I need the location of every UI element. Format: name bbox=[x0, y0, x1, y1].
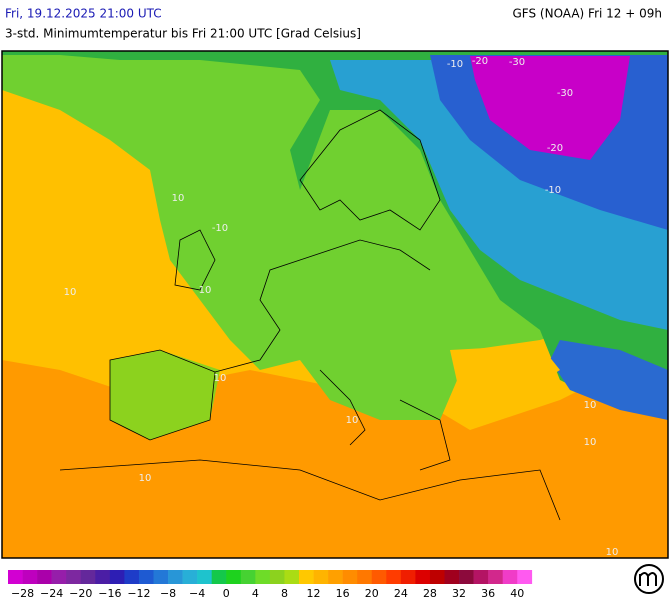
legend-label: 16 bbox=[336, 587, 350, 600]
legend-label: 24 bbox=[394, 587, 408, 600]
legend-swatch bbox=[80, 570, 96, 584]
contour-label: 10 bbox=[214, 373, 227, 384]
contour-label: 10 bbox=[346, 415, 359, 426]
legend-swatch bbox=[357, 570, 373, 584]
legend-swatch bbox=[415, 570, 431, 584]
legend-label: 20 bbox=[365, 587, 379, 600]
legend-label: −24 bbox=[40, 587, 63, 600]
logo-glyph bbox=[639, 572, 657, 586]
legend-swatch bbox=[328, 570, 343, 584]
extreme-cold-zone bbox=[470, 56, 630, 160]
valid-time: Fri, 19.12.2025 21:00 UTC bbox=[5, 7, 162, 21]
legend-swatch bbox=[197, 570, 212, 584]
legend-label: −28 bbox=[11, 587, 34, 600]
legend-swatch bbox=[517, 570, 533, 584]
legend-swatch bbox=[473, 570, 489, 584]
legend-label: −4 bbox=[189, 587, 205, 600]
legend-swatch bbox=[269, 570, 285, 584]
legend-swatch bbox=[444, 570, 460, 584]
legend-label: 8 bbox=[281, 587, 288, 600]
legend-label: 0 bbox=[223, 587, 230, 600]
contour-label: -30 bbox=[509, 57, 525, 68]
legend-label: −12 bbox=[127, 587, 150, 600]
legend-label: 12 bbox=[307, 587, 321, 600]
legend-label: −16 bbox=[98, 587, 121, 600]
black-sea bbox=[450, 345, 560, 395]
legend-swatch bbox=[124, 570, 140, 584]
legend-label: 36 bbox=[481, 587, 495, 600]
contour-label: 10 bbox=[199, 285, 212, 296]
legend-label: 4 bbox=[252, 587, 259, 600]
legend-swatch bbox=[226, 570, 242, 584]
legend-label: 32 bbox=[452, 587, 466, 600]
legend-swatch bbox=[313, 570, 329, 584]
legend-swatch bbox=[109, 570, 125, 584]
contour-label: -30 bbox=[557, 88, 573, 99]
legend-swatch bbox=[168, 570, 183, 584]
legend-swatch bbox=[8, 570, 23, 584]
legend-swatch bbox=[488, 570, 503, 584]
anatolia-cold bbox=[550, 340, 668, 420]
contour-label: -10 bbox=[545, 185, 561, 196]
contour-label: -20 bbox=[472, 56, 488, 67]
iberia bbox=[110, 350, 220, 440]
contour-label: -10 bbox=[447, 59, 463, 70]
legend-swatch bbox=[22, 570, 38, 584]
contour-label: -20 bbox=[547, 143, 563, 154]
legend-swatch bbox=[182, 570, 198, 584]
legend-label: 28 bbox=[423, 587, 437, 600]
contour-label: 10 bbox=[172, 193, 185, 204]
legend-swatch bbox=[400, 570, 416, 584]
legend-swatch bbox=[386, 570, 402, 584]
legend-swatch bbox=[240, 570, 256, 584]
legend-label: −20 bbox=[69, 587, 92, 600]
map bbox=[1, 50, 669, 559]
legend-swatch bbox=[66, 570, 82, 584]
contour-label: 10 bbox=[139, 473, 152, 484]
model-info: GFS (NOAA) Fri 12 + 09h bbox=[512, 7, 662, 21]
legend-swatch bbox=[371, 570, 387, 584]
logo bbox=[634, 564, 664, 594]
legend-swatch bbox=[342, 570, 358, 584]
legend-swatch bbox=[138, 570, 154, 584]
coastlines bbox=[59, 109, 561, 521]
legend-swatch bbox=[51, 570, 67, 584]
legend-swatch bbox=[95, 570, 111, 584]
map-frame bbox=[1, 50, 669, 559]
contour-label: 10 bbox=[64, 287, 77, 298]
legend-swatch bbox=[502, 570, 518, 584]
legend-swatch bbox=[429, 570, 445, 584]
contour-label: 10 bbox=[606, 547, 619, 558]
legend-swatch bbox=[153, 570, 169, 584]
legend-swatch bbox=[459, 570, 474, 584]
legend-label: −8 bbox=[160, 587, 176, 600]
legend-label: 40 bbox=[510, 587, 524, 600]
contour-label: 10 bbox=[584, 437, 597, 448]
contour-label: 10 bbox=[584, 400, 597, 411]
legend-swatch bbox=[299, 570, 314, 584]
legend-swatch bbox=[284, 570, 300, 584]
legend-swatch bbox=[37, 570, 52, 584]
legend-swatch bbox=[255, 570, 271, 584]
legend-swatch bbox=[211, 570, 227, 584]
contour-label: -10 bbox=[212, 223, 228, 234]
subtitle: 3-std. Minimumtemperatur bis Fri 21:00 U… bbox=[5, 27, 361, 41]
